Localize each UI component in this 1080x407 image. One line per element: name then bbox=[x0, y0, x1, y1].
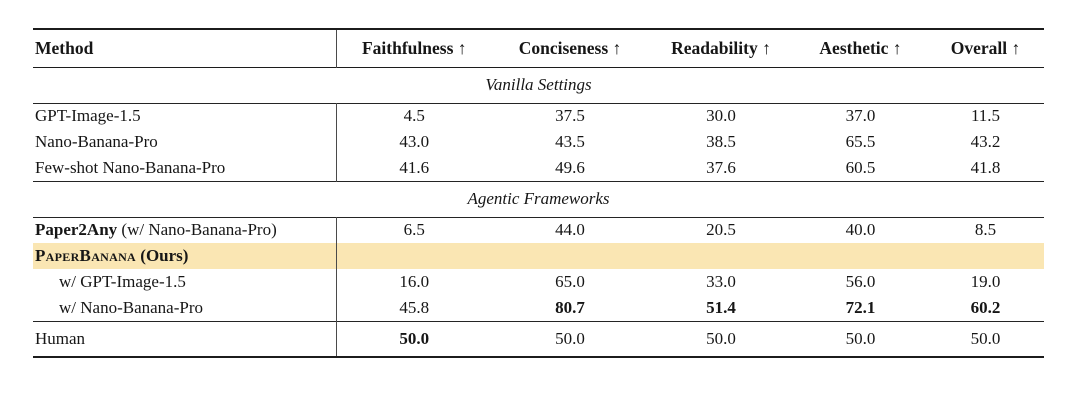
table-row-paperbanana: PaperBanana (Ours) bbox=[33, 243, 1044, 269]
column-header-readability: Readability ↑ bbox=[671, 37, 771, 58]
method-suffix: (w/ Nano-Banana-Pro) bbox=[117, 220, 277, 240]
value-cell bbox=[794, 243, 927, 269]
value-cell bbox=[335, 243, 492, 269]
value-cell: 72.1 bbox=[845, 297, 876, 317]
value-cell: 11.5 bbox=[970, 106, 1001, 126]
table-row-gpt-image-1-5: GPT-Image-1.5 4.5 37.5 30.0 37.0 11.5 bbox=[33, 103, 1044, 129]
value-cell: 20.5 bbox=[706, 220, 736, 240]
value-cell: 30.0 bbox=[706, 106, 736, 126]
table-row-paper2any: Paper2Any (w/ Nano-Banana-Pro) 6.5 44.0 20.… bbox=[33, 217, 1044, 243]
value-cell: 50.0 bbox=[970, 328, 1001, 348]
method-name: Nano-Banana-Pro bbox=[35, 132, 158, 151]
value-cell: 60.5 bbox=[845, 157, 876, 177]
value-cell: 41.8 bbox=[970, 157, 1001, 177]
evaluation-table: Method Faithfulness ↑ Conciseness ↑ Readabi… bbox=[33, 28, 1044, 358]
method-name: w/ Nano-Banana-Pro bbox=[59, 297, 203, 317]
table-row-human: Human 50.0 50.0 50.0 50.0 50.0 bbox=[33, 321, 1044, 357]
value-cell: 43.0 bbox=[335, 129, 492, 155]
method-name: Human bbox=[35, 328, 86, 348]
section-row-agentic-frameworks: Agentic Frameworks bbox=[33, 181, 1044, 217]
method-name: w/ GPT-Image-1.5 bbox=[59, 272, 186, 291]
value-cell: 37.6 bbox=[706, 157, 736, 177]
method-suffix: (Ours) bbox=[136, 246, 189, 265]
value-cell: 43.2 bbox=[970, 132, 1001, 151]
method-cell: Paper2Any (w/ Nano-Banana-Pro) bbox=[33, 217, 336, 243]
method-cell: Few-shot Nano-Banana-Pro bbox=[33, 155, 336, 181]
section-row-vanilla-settings: Vanilla Settings bbox=[33, 67, 1044, 103]
value-cell: 37.5 bbox=[555, 106, 585, 126]
method-cell: w/ Nano-Banana-Pro bbox=[33, 295, 336, 321]
value-cell: 16.0 bbox=[335, 269, 492, 295]
value-cell: 19.0 bbox=[970, 272, 1001, 291]
value-cell: 51.4 bbox=[706, 297, 736, 317]
value-cell bbox=[648, 243, 794, 269]
method-name: GPT-Image-1.5 bbox=[35, 106, 141, 126]
value-cell bbox=[492, 243, 648, 269]
value-cell: 37.0 bbox=[845, 106, 876, 126]
value-cell: 49.6 bbox=[555, 157, 585, 177]
value-cell bbox=[927, 243, 1044, 269]
table-header: Method Faithfulness ↑ Conciseness ↑ Readabi… bbox=[33, 29, 1044, 67]
value-cell: 50.0 bbox=[555, 328, 585, 348]
column-header-conciseness: Conciseness ↑ bbox=[518, 37, 622, 58]
table-row-w-nano-banana-pro: w/ Nano-Banana-Pro 45.8 80.7 51.4 72.1 60.2 bbox=[33, 295, 1044, 321]
method-cell: Human bbox=[33, 321, 336, 357]
section-title: Vanilla Settings bbox=[485, 75, 592, 94]
value-cell: 38.5 bbox=[706, 132, 736, 151]
value-cell: 8.5 bbox=[974, 220, 997, 240]
method-cell: w/ GPT-Image-1.5 bbox=[33, 269, 336, 295]
value-cell: 45.8 bbox=[335, 295, 492, 321]
value-cell: 43.5 bbox=[555, 132, 585, 151]
table-body: Vanilla Settings GPT-Image-1.5 4.5 37.5 30.0… bbox=[33, 67, 1044, 357]
value-cell: 50.0 bbox=[335, 321, 492, 357]
method-cell: GPT-Image-1.5 bbox=[33, 103, 336, 129]
value-cell: 40.0 bbox=[845, 220, 876, 240]
column-header-aesthetic: Aesthetic ↑ bbox=[819, 37, 902, 58]
value-cell: 80.7 bbox=[555, 297, 585, 317]
value-cell: 6.5 bbox=[335, 217, 492, 243]
method-cell: Nano-Banana-Pro bbox=[33, 129, 336, 155]
column-header-method: Method bbox=[35, 37, 94, 58]
value-cell: 33.0 bbox=[706, 272, 736, 291]
table-row-w-gpt-image-1-5: w/ GPT-Image-1.5 16.0 65.0 33.0 56.0 19.0 bbox=[33, 269, 1044, 295]
method-name: PaperBanana bbox=[35, 246, 137, 265]
value-cell: 60.2 bbox=[970, 297, 1001, 317]
method-cell: PaperBanana (Ours) bbox=[33, 243, 336, 269]
column-header-overall: Overall ↑ bbox=[950, 37, 1021, 58]
value-cell: 65.5 bbox=[845, 132, 876, 151]
paper-results-table-figure: Method Faithfulness ↑ Conciseness ↑ Readabi… bbox=[33, 28, 1044, 358]
value-cell: 65.0 bbox=[555, 272, 585, 291]
method-name: Paper2Any bbox=[35, 220, 118, 240]
value-cell: 44.0 bbox=[555, 220, 585, 240]
table-row-few-shot-nano-banana-pro: Few-shot Nano-Banana-Pro 41.6 49.6 37.6 60.5… bbox=[33, 155, 1044, 181]
column-header-faithfulness: Faithfulness ↑ bbox=[335, 29, 492, 67]
table-row-nano-banana-pro: Nano-Banana-Pro 43.0 43.5 38.5 65.5 43.2 bbox=[33, 129, 1044, 155]
value-cell: 56.0 bbox=[845, 272, 876, 291]
method-name: Few-shot Nano-Banana-Pro bbox=[35, 157, 226, 177]
section-title: Agentic Frameworks bbox=[467, 189, 610, 208]
value-cell: 4.5 bbox=[335, 103, 492, 129]
value-cell: 50.0 bbox=[706, 328, 736, 348]
value-cell: 50.0 bbox=[845, 328, 876, 348]
value-cell: 41.6 bbox=[335, 155, 492, 181]
table-header-row: Method Faithfulness ↑ Conciseness ↑ Readabi… bbox=[33, 29, 1044, 67]
